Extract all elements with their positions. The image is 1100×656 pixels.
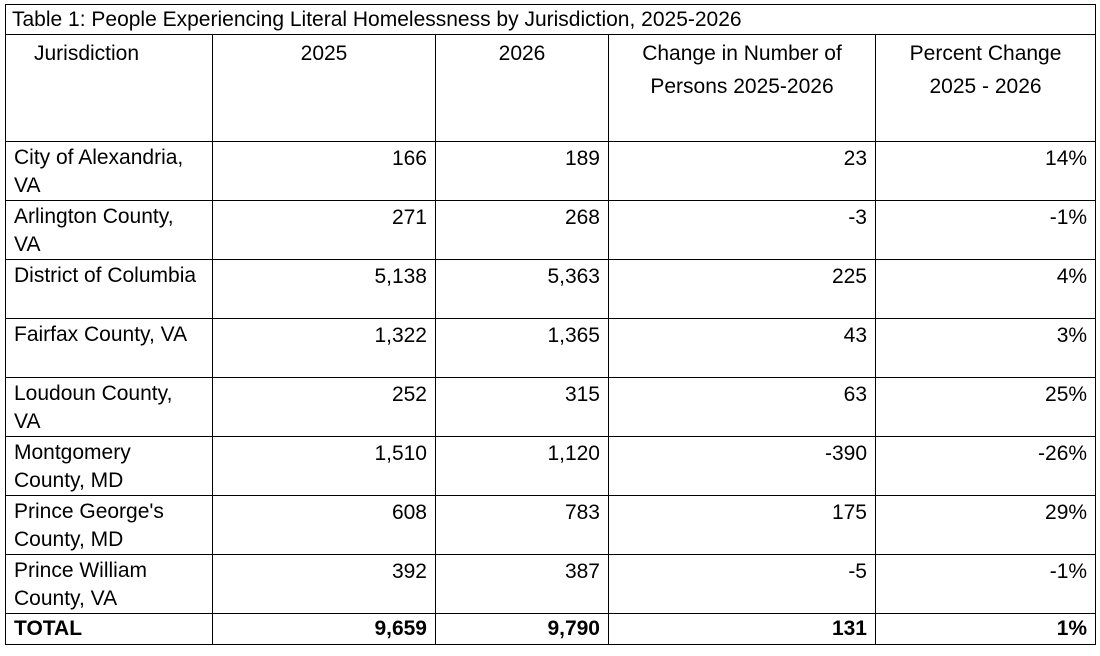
value-2026-cell: 1,120 (435, 436, 609, 496)
value-2026-cell: 783 (435, 495, 609, 555)
header-2026: 2026 (435, 34, 609, 142)
jurisdiction-cell: Loudoun County, VA (5, 377, 213, 437)
percent-cell: -26% (874, 436, 1097, 496)
total-percent-cell: 1% (874, 613, 1097, 645)
value-2026-cell: 189 (435, 141, 609, 201)
jurisdiction-cell: Prince William County, VA (5, 554, 213, 614)
table-row: City of Alexandria, VA 166 189 23 14% (5, 141, 1097, 201)
value-2026-cell: 1,365 (435, 318, 609, 378)
total-label: TOTAL (5, 613, 213, 645)
change-cell: 63 (608, 377, 876, 437)
value-2025-cell: 392 (212, 554, 436, 614)
jurisdiction-cell: City of Alexandria, VA (5, 141, 213, 201)
value-2025-cell: 1,322 (212, 318, 436, 378)
jurisdiction-cell: Montgomery County, MD (5, 436, 213, 496)
value-2025-cell: 252 (212, 377, 436, 437)
table-row: Loudoun County, VA 252 315 63 25% (5, 377, 1097, 437)
change-cell: -5 (608, 554, 876, 614)
header-change: Change in Number of Persons 2025-2026 (608, 34, 876, 142)
percent-cell: 29% (874, 495, 1097, 555)
jurisdiction-cell: Arlington County, VA (5, 200, 213, 260)
percent-cell: 14% (874, 141, 1097, 201)
header-jurisdiction: Jurisdiction (5, 34, 213, 142)
value-2026-cell: 387 (435, 554, 609, 614)
change-cell: 23 (608, 141, 876, 201)
jurisdiction-cell: District of Columbia (5, 259, 213, 319)
table-row: District of Columbia 5,138 5,363 225 4% (5, 259, 1097, 319)
header-2025: 2025 (212, 34, 436, 142)
total-2026-cell: 9,790 (435, 613, 609, 645)
table-row: Prince George's County, MD 608 783 175 2… (5, 495, 1097, 555)
table-row: Prince William County, VA 392 387 -5 -1% (5, 554, 1097, 614)
percent-cell: 3% (874, 318, 1097, 378)
change-cell: -390 (608, 436, 876, 496)
percent-cell: -1% (874, 554, 1097, 614)
change-cell: 43 (608, 318, 876, 378)
jurisdiction-cell: Fairfax County, VA (5, 318, 213, 378)
change-cell: 175 (608, 495, 876, 555)
value-2025-cell: 271 (212, 200, 436, 260)
percent-cell: -1% (874, 200, 1097, 260)
change-cell: -3 (608, 200, 876, 260)
total-change-cell: 131 (608, 613, 876, 645)
change-cell: 225 (608, 259, 876, 319)
table-row: Arlington County, VA 271 268 -3 -1% (5, 200, 1097, 260)
percent-cell: 4% (874, 259, 1097, 319)
table-row: Fairfax County, VA 1,322 1,365 43 3% (5, 318, 1097, 378)
header-row: Jurisdiction 2025 2026 Change in Number … (5, 34, 1097, 142)
table-row: Montgomery County, MD 1,510 1,120 -390 -… (5, 436, 1097, 496)
value-2025-cell: 608 (212, 495, 436, 555)
value-2026-cell: 5,363 (435, 259, 609, 319)
value-2025-cell: 1,510 (212, 436, 436, 496)
homelessness-table: Table 1: People Experiencing Literal Hom… (4, 4, 1097, 645)
jurisdiction-cell: Prince George's County, MD (5, 495, 213, 555)
value-2025-cell: 5,138 (212, 259, 436, 319)
total-row: TOTAL 9,659 9,790 131 1% (5, 613, 1097, 645)
total-2025-cell: 9,659 (212, 613, 436, 645)
value-2026-cell: 315 (435, 377, 609, 437)
table-caption: Table 1: People Experiencing Literal Hom… (4, 4, 1097, 35)
value-2026-cell: 268 (435, 200, 609, 260)
header-percent: Percent Change 2025 - 2026 (874, 34, 1097, 142)
value-2025-cell: 166 (212, 141, 436, 201)
percent-cell: 25% (874, 377, 1097, 437)
